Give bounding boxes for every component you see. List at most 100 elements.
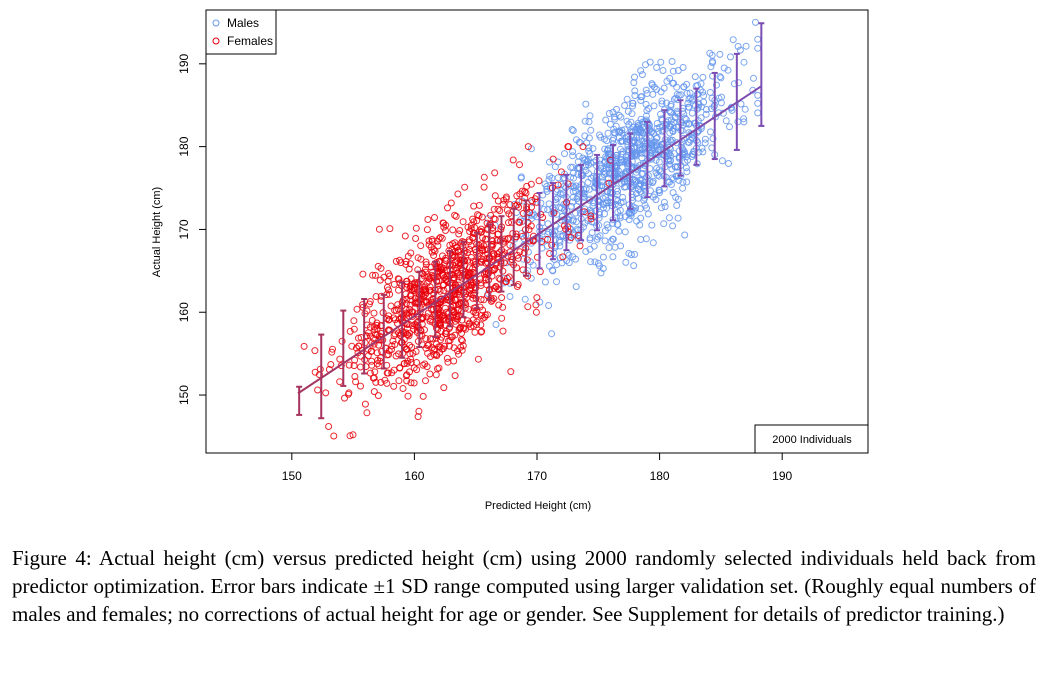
point-males: [687, 94, 695, 102]
point-females: [385, 315, 393, 323]
point-males: [718, 93, 725, 101]
point-males: [642, 187, 649, 195]
point-females: [408, 286, 416, 294]
point-males: [671, 163, 679, 171]
point-females: [516, 190, 524, 198]
point-males: [628, 190, 636, 198]
point-females: [493, 237, 501, 245]
point-females: [467, 290, 475, 298]
point-females: [373, 331, 381, 339]
point-males: [677, 91, 685, 99]
point-females: [474, 355, 482, 363]
point-females: [383, 369, 391, 377]
point-males: [617, 242, 625, 250]
point-males: [699, 73, 707, 81]
point-males: [570, 184, 578, 192]
point-females: [496, 275, 504, 283]
point-males: [706, 49, 714, 57]
point-females: [396, 256, 403, 264]
point-males: [663, 99, 670, 107]
point-males: [687, 130, 695, 138]
point-males: [665, 214, 673, 222]
point-males: [627, 251, 635, 259]
point-males: [639, 170, 647, 177]
point-males: [516, 216, 524, 224]
point-males: [595, 186, 602, 194]
point-males: [685, 95, 693, 103]
point-males: [713, 81, 720, 89]
point-females: [477, 312, 485, 320]
point-males: [617, 150, 625, 158]
point-females: [424, 342, 432, 349]
point-males: [630, 262, 638, 270]
point-females: [384, 270, 392, 277]
point-females: [445, 315, 453, 322]
point-males: [637, 214, 645, 222]
point-males: [605, 150, 613, 158]
point-males: [592, 207, 600, 215]
point-females: [504, 235, 512, 243]
point-females: [455, 350, 463, 358]
point-females: [460, 324, 468, 332]
point-males: [557, 181, 565, 188]
point-females: [396, 364, 404, 372]
point-males: [629, 99, 637, 107]
legend-marker-females: [212, 37, 220, 45]
point-males: [674, 195, 682, 203]
point-females: [523, 256, 531, 264]
point-males: [624, 107, 632, 115]
point-males: [572, 283, 580, 291]
point-females: [533, 294, 541, 302]
point-females: [386, 225, 394, 233]
point-females: [311, 347, 319, 355]
point-females: [459, 218, 467, 226]
point-males: [611, 115, 619, 123]
point-males: [651, 191, 659, 199]
point-females: [514, 254, 522, 262]
point-females: [415, 407, 423, 415]
point-males: [553, 278, 560, 286]
point-females: [385, 351, 392, 359]
point-males: [662, 121, 670, 129]
point-females: [403, 346, 411, 353]
point-males: [597, 269, 605, 277]
point-females: [407, 355, 415, 363]
point-males: [585, 118, 593, 126]
point-females: [421, 360, 429, 368]
error-bar: [661, 109, 668, 188]
point-females: [311, 368, 319, 376]
point-females: [370, 309, 378, 317]
point-females: [390, 280, 398, 288]
point-females: [390, 382, 398, 390]
point-females: [437, 295, 445, 303]
point-females: [587, 212, 595, 220]
point-males: [653, 120, 661, 127]
point-females: [491, 215, 499, 223]
point-males: [699, 148, 707, 156]
point-males: [587, 208, 595, 216]
point-males: [633, 150, 641, 158]
point-females: [417, 242, 425, 250]
point-males: [544, 206, 552, 214]
point-females: [527, 222, 535, 230]
point-females: [491, 192, 499, 200]
point-females: [350, 317, 358, 325]
point-males: [631, 92, 639, 99]
point-females: [454, 347, 461, 355]
error-bar: [380, 293, 387, 370]
point-females: [328, 348, 336, 356]
point-females: [384, 286, 392, 294]
point-males: [621, 102, 629, 109]
point-males: [643, 90, 651, 97]
point-females: [427, 274, 435, 282]
point-males: [570, 174, 577, 182]
point-males: [737, 100, 745, 108]
figure-caption: Figure 4: Actual height (cm) versus pred…: [12, 546, 1036, 626]
point-males: [631, 148, 639, 156]
error-bar: [361, 297, 368, 375]
point-females: [407, 379, 415, 387]
x-tick-label: 160: [404, 469, 424, 483]
point-males: [668, 174, 676, 182]
x-axis: 150 160 170 180 190: [282, 452, 793, 483]
point-males: [588, 229, 596, 237]
